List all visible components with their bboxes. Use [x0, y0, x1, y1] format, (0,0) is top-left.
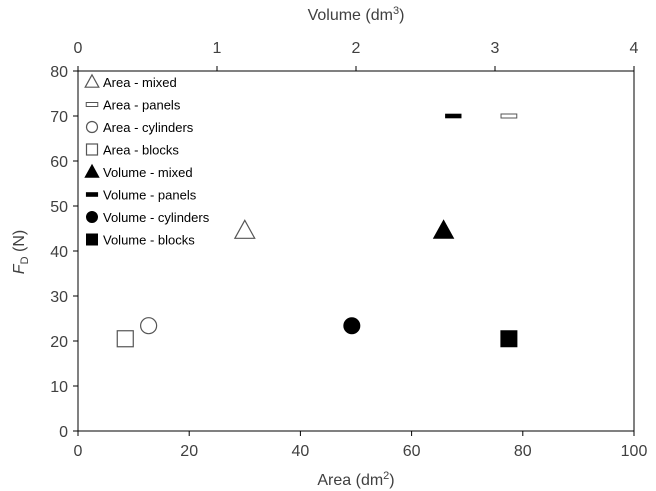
area-mixed-point — [233, 219, 256, 239]
legend-marker-area-mixed — [84, 73, 100, 88]
legend-marker-volume-cylinders — [86, 211, 98, 223]
volume-cylinders-point — [343, 317, 361, 335]
x-tick-label-bottom: 40 — [292, 443, 310, 460]
legend-marker-volume-mixed — [84, 163, 100, 178]
y-axis-title: FD (N) — [11, 230, 31, 274]
y-tick-label: 40 — [50, 244, 68, 261]
x-tick-label-top: 1 — [213, 40, 222, 57]
volume-panels-point — [445, 113, 462, 119]
x-axis-title-bottom: Area (dm2) — [317, 470, 394, 489]
volume-mixed-point — [432, 219, 455, 239]
area-panels-point — [500, 113, 518, 119]
x-axis-title-top: Volume (dm3) — [308, 5, 405, 24]
x-tick-label-bottom: 80 — [514, 443, 532, 460]
legend-marker-area-blocks — [85, 143, 99, 156]
x-tick-label-bottom: 100 — [621, 443, 648, 460]
legend-label-volume-blocks: Volume - blocks — [103, 233, 195, 248]
x-tick-label-top: 3 — [491, 40, 500, 57]
legend-label-volume-cylinders: Volume - cylinders — [103, 210, 210, 225]
y-tick-label: 20 — [50, 334, 68, 351]
x-tick-label-top: 4 — [630, 40, 639, 57]
y-tick-label: 30 — [50, 289, 68, 306]
y-tick-label: 10 — [50, 379, 68, 396]
x-tick-label-bottom: 0 — [74, 443, 83, 460]
legend-marker-volume-blocks — [86, 233, 98, 246]
legend-label-area-panels: Area - panels — [103, 98, 181, 113]
y-tick-label: 60 — [50, 154, 68, 171]
legend-label-volume-mixed: Volume - mixed — [103, 165, 193, 180]
x-tick-label-top: 0 — [74, 40, 83, 57]
x-tick-label-top: 2 — [352, 40, 361, 57]
x-tick-label-bottom: 20 — [180, 443, 198, 460]
legend-label-volume-panels: Volume - panels — [103, 188, 197, 203]
legend-marker-volume-panels — [85, 192, 99, 197]
area-cylinders-point — [140, 317, 158, 335]
y-tick-label: 80 — [50, 64, 68, 81]
y-tick-label: 70 — [50, 109, 68, 126]
legend-label-area-mixed: Area - mixed — [103, 75, 177, 90]
volume-blocks-point — [500, 330, 518, 348]
legend-marker-area-cylinders — [85, 120, 99, 134]
y-tick-label: 50 — [50, 199, 68, 216]
legend: Area - mixed Area - panels Area - cylinder… — [84, 73, 210, 248]
legend-label-area-cylinders: Area - cylinders — [103, 120, 194, 135]
legend-marker-area-panels — [85, 102, 99, 107]
area-blocks-point — [116, 330, 134, 348]
x-tick-label-bottom: 60 — [403, 443, 421, 460]
y-tick-label: 0 — [59, 424, 68, 441]
legend-label-area-blocks: Area - blocks — [103, 143, 179, 158]
